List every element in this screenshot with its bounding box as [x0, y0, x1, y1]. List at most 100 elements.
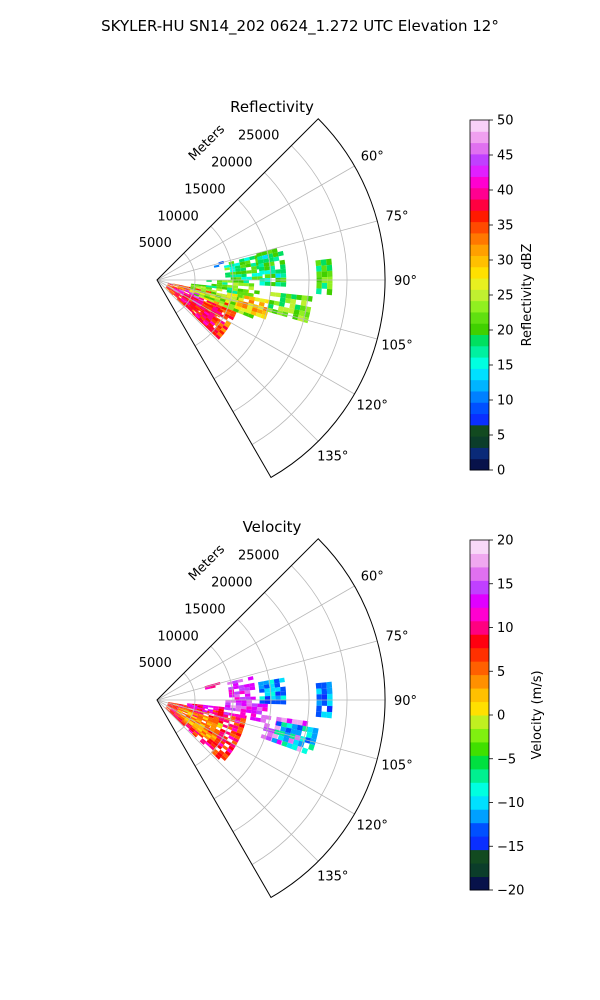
reflectivity-colorbar-swatch: [470, 232, 489, 245]
reflectivity-gate: [238, 258, 245, 263]
reflectivity-range-tick-label: 20000: [211, 156, 252, 171]
velocity-gate: [196, 717, 203, 722]
reflectivity-gate: [216, 284, 223, 287]
velocity-gate: [280, 700, 287, 705]
velocity-gate: [202, 729, 208, 734]
velocity-gate: [291, 744, 298, 751]
reflectivity-gate: [248, 286, 254, 291]
reflectivity-gate: [269, 291, 276, 297]
velocity-gate: [186, 704, 193, 707]
reflectivity-gate: [316, 265, 322, 272]
velocity-gate: [199, 739, 205, 745]
reflectivity-gate: [283, 307, 290, 313]
reflectivity-colorbar-swatch: [470, 289, 489, 302]
velocity-colorbar-tick-label: 0: [497, 709, 505, 724]
reflectivity-gate: [206, 280, 212, 282]
velocity-gate: [244, 690, 251, 694]
velocity-gate: [281, 722, 288, 728]
reflectivity-gate: [242, 289, 249, 293]
velocity-gate: [237, 678, 244, 683]
velocity-gate: [265, 715, 272, 721]
figure-title: SKYLER-HU SN14_202 0624_1.272 UTC Elevat…: [101, 17, 499, 36]
velocity-gate: [179, 715, 185, 720]
velocity-gate: [178, 707, 184, 711]
reflectivity-gate: [200, 287, 207, 291]
velocity-colorbar-tick-label: −10: [497, 796, 524, 811]
velocity-gate: [262, 703, 268, 708]
reflectivity-gate: [221, 293, 227, 298]
velocity-gate: [275, 691, 281, 696]
velocity-colorbar-tick-label: 5: [497, 665, 505, 680]
velocity-gate: [236, 729, 243, 735]
reflectivity-gate: [184, 292, 190, 297]
velocity-gate: [266, 731, 274, 738]
reflectivity-gate: [205, 317, 211, 323]
velocity-gate: [234, 697, 240, 700]
velocity-colorbar-swatch: [470, 876, 489, 891]
reflectivity-gate: [203, 301, 209, 306]
velocity-gate: [281, 740, 288, 747]
velocity-gate: [207, 720, 213, 725]
velocity-gate: [172, 704, 179, 707]
reflectivity-gate: [208, 299, 215, 303]
reflectivity-gate: [169, 290, 175, 295]
reflectivity-azimuth-spoke: [156, 220, 378, 281]
reflectivity-colorbar-swatch: [470, 323, 489, 336]
reflectivity-gate: [169, 291, 174, 296]
velocity-gate: [187, 712, 193, 716]
velocity-gate: [225, 702, 231, 706]
velocity-gate: [306, 731, 313, 739]
reflectivity-azimuth-spoke: [156, 279, 319, 442]
velocity-colorbar-swatch: [470, 768, 489, 783]
reflectivity-gate: [200, 315, 206, 321]
reflectivity-gate: [256, 308, 263, 315]
reflectivity-gate: [219, 298, 226, 303]
reflectivity-colorbar-swatch: [470, 255, 489, 268]
velocity-gate: [321, 694, 328, 700]
reflectivity-gate: [210, 291, 217, 295]
reflectivity-gate: [173, 283, 179, 286]
reflectivity-gate: [321, 282, 328, 289]
reflectivity-gate: [327, 283, 333, 290]
reflectivity-gate: [198, 317, 204, 323]
reflectivity-gate: [247, 313, 255, 319]
reflectivity-gate: [193, 307, 199, 313]
reflectivity-azimuth-tick-label: 75°: [386, 210, 409, 225]
reflectivity-gate: [205, 286, 212, 290]
reflectivity-range-ring: [194, 225, 234, 347]
reflectivity-gate: [222, 282, 228, 285]
velocity-gate: [188, 711, 194, 715]
velocity-gate: [277, 735, 285, 741]
reflectivity-colorbar-tick-label: 20: [497, 324, 514, 339]
reflectivity-gate: [321, 271, 328, 278]
reflectivity-gate: [174, 292, 180, 297]
velocity-gate: [182, 710, 188, 714]
velocity-gate: [241, 702, 247, 707]
velocity-gate: [280, 726, 287, 732]
velocity-gate: [249, 682, 255, 687]
velocity-gate: [321, 682, 327, 689]
velocity-gate: [239, 687, 245, 692]
velocity-gate: [229, 742, 236, 749]
velocity-gate: [246, 703, 252, 707]
reflectivity-gate: [264, 270, 271, 275]
velocity-gate: [181, 712, 188, 716]
reflectivity-azimuth-tick-label: 60°: [361, 150, 384, 165]
velocity-azimuth-spoke: [156, 640, 378, 701]
velocity-gate: [251, 709, 257, 714]
velocity-gate: [259, 688, 265, 693]
velocity-gate: [234, 734, 241, 740]
velocity-gate: [256, 707, 263, 711]
velocity-azimuth-tick-label: 135°: [317, 870, 348, 885]
velocity-gate: [218, 717, 225, 722]
velocity-azimuth-tick-label: 90°: [394, 694, 417, 709]
velocity-gate: [249, 686, 256, 691]
reflectivity-gate: [234, 262, 241, 267]
velocity-gate: [217, 720, 224, 724]
velocity-gate: [231, 727, 238, 733]
reflectivity-gate: [241, 273, 247, 278]
velocity-gate: [188, 709, 194, 712]
velocity-gate: [178, 704, 184, 707]
velocity-gate: [232, 680, 238, 684]
reflectivity-gate: [205, 285, 212, 288]
